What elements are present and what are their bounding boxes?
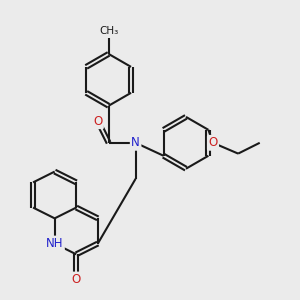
Text: O: O: [208, 136, 218, 149]
Text: O: O: [72, 273, 81, 286]
Text: O: O: [93, 115, 103, 128]
Text: NH: NH: [46, 237, 63, 250]
Text: CH₃: CH₃: [99, 26, 118, 36]
Text: N: N: [131, 136, 140, 149]
